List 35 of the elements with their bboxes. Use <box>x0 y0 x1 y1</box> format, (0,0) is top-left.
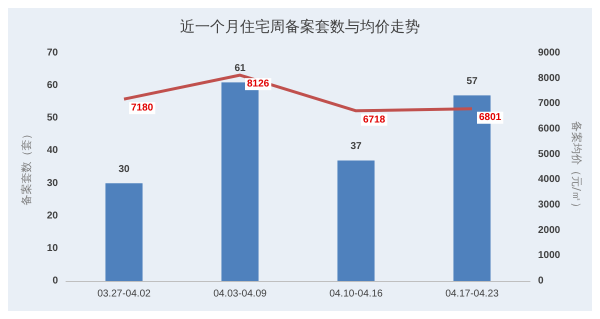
chart-title: 近一个月住宅周备案套数与均价走势 <box>180 18 420 36</box>
y2-tick-label: 6000 <box>538 124 561 134</box>
bar <box>337 160 375 281</box>
data-label: 6801 <box>479 112 502 124</box>
data-label: 7180 <box>131 102 154 114</box>
y-tick-label: 30 <box>46 178 58 189</box>
y-tick-label: 20 <box>46 210 58 222</box>
y2-tick-label: 0 <box>538 276 544 286</box>
y-tick-label: 50 <box>46 112 58 124</box>
x-tick-label: 03.27-04.02 <box>97 288 152 300</box>
data-label: 8126 <box>247 78 270 90</box>
data-label: 6718 <box>363 114 386 126</box>
y2-tick-label: 1000 <box>538 250 561 262</box>
y2-tick-label: 7000 <box>538 98 561 110</box>
y-axis-title: 备案套数（套） <box>20 128 33 206</box>
y2-tick-label: 3000 <box>538 200 561 210</box>
x-tick-label: 04.03-04.09 <box>213 288 268 300</box>
x-tick-label: 04.10-04.16 <box>329 288 384 300</box>
y-tick-label: 40 <box>46 145 58 156</box>
y-tick-label: 60 <box>46 80 58 92</box>
y2-tick-label: 8000 <box>538 72 561 84</box>
data-label: 30 <box>118 164 130 175</box>
y2-tick-label: 5000 <box>538 148 561 160</box>
y-tick-label: 10 <box>46 242 58 254</box>
y2-tick-label: 4000 <box>538 174 561 186</box>
y2-tick-label: 9000 <box>538 48 561 58</box>
y2-tick-label: 2000 <box>538 224 561 236</box>
x-tick-label: 04.17-04.23 <box>445 288 500 300</box>
y-tick-label: 0 <box>52 276 58 286</box>
data-label: 61 <box>234 62 246 74</box>
bar <box>105 183 143 281</box>
data-label: 37 <box>350 140 362 152</box>
data-label: 57 <box>466 76 478 87</box>
y-tick-label: 70 <box>46 48 58 58</box>
y2-axis-title: 备案均价（元/㎡） <box>570 121 584 213</box>
